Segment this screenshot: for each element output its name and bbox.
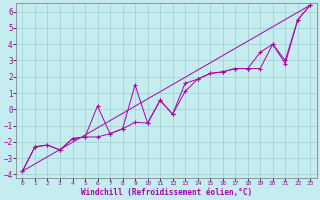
X-axis label: Windchill (Refroidissement éolien,°C): Windchill (Refroidissement éolien,°C) — [81, 188, 252, 197]
